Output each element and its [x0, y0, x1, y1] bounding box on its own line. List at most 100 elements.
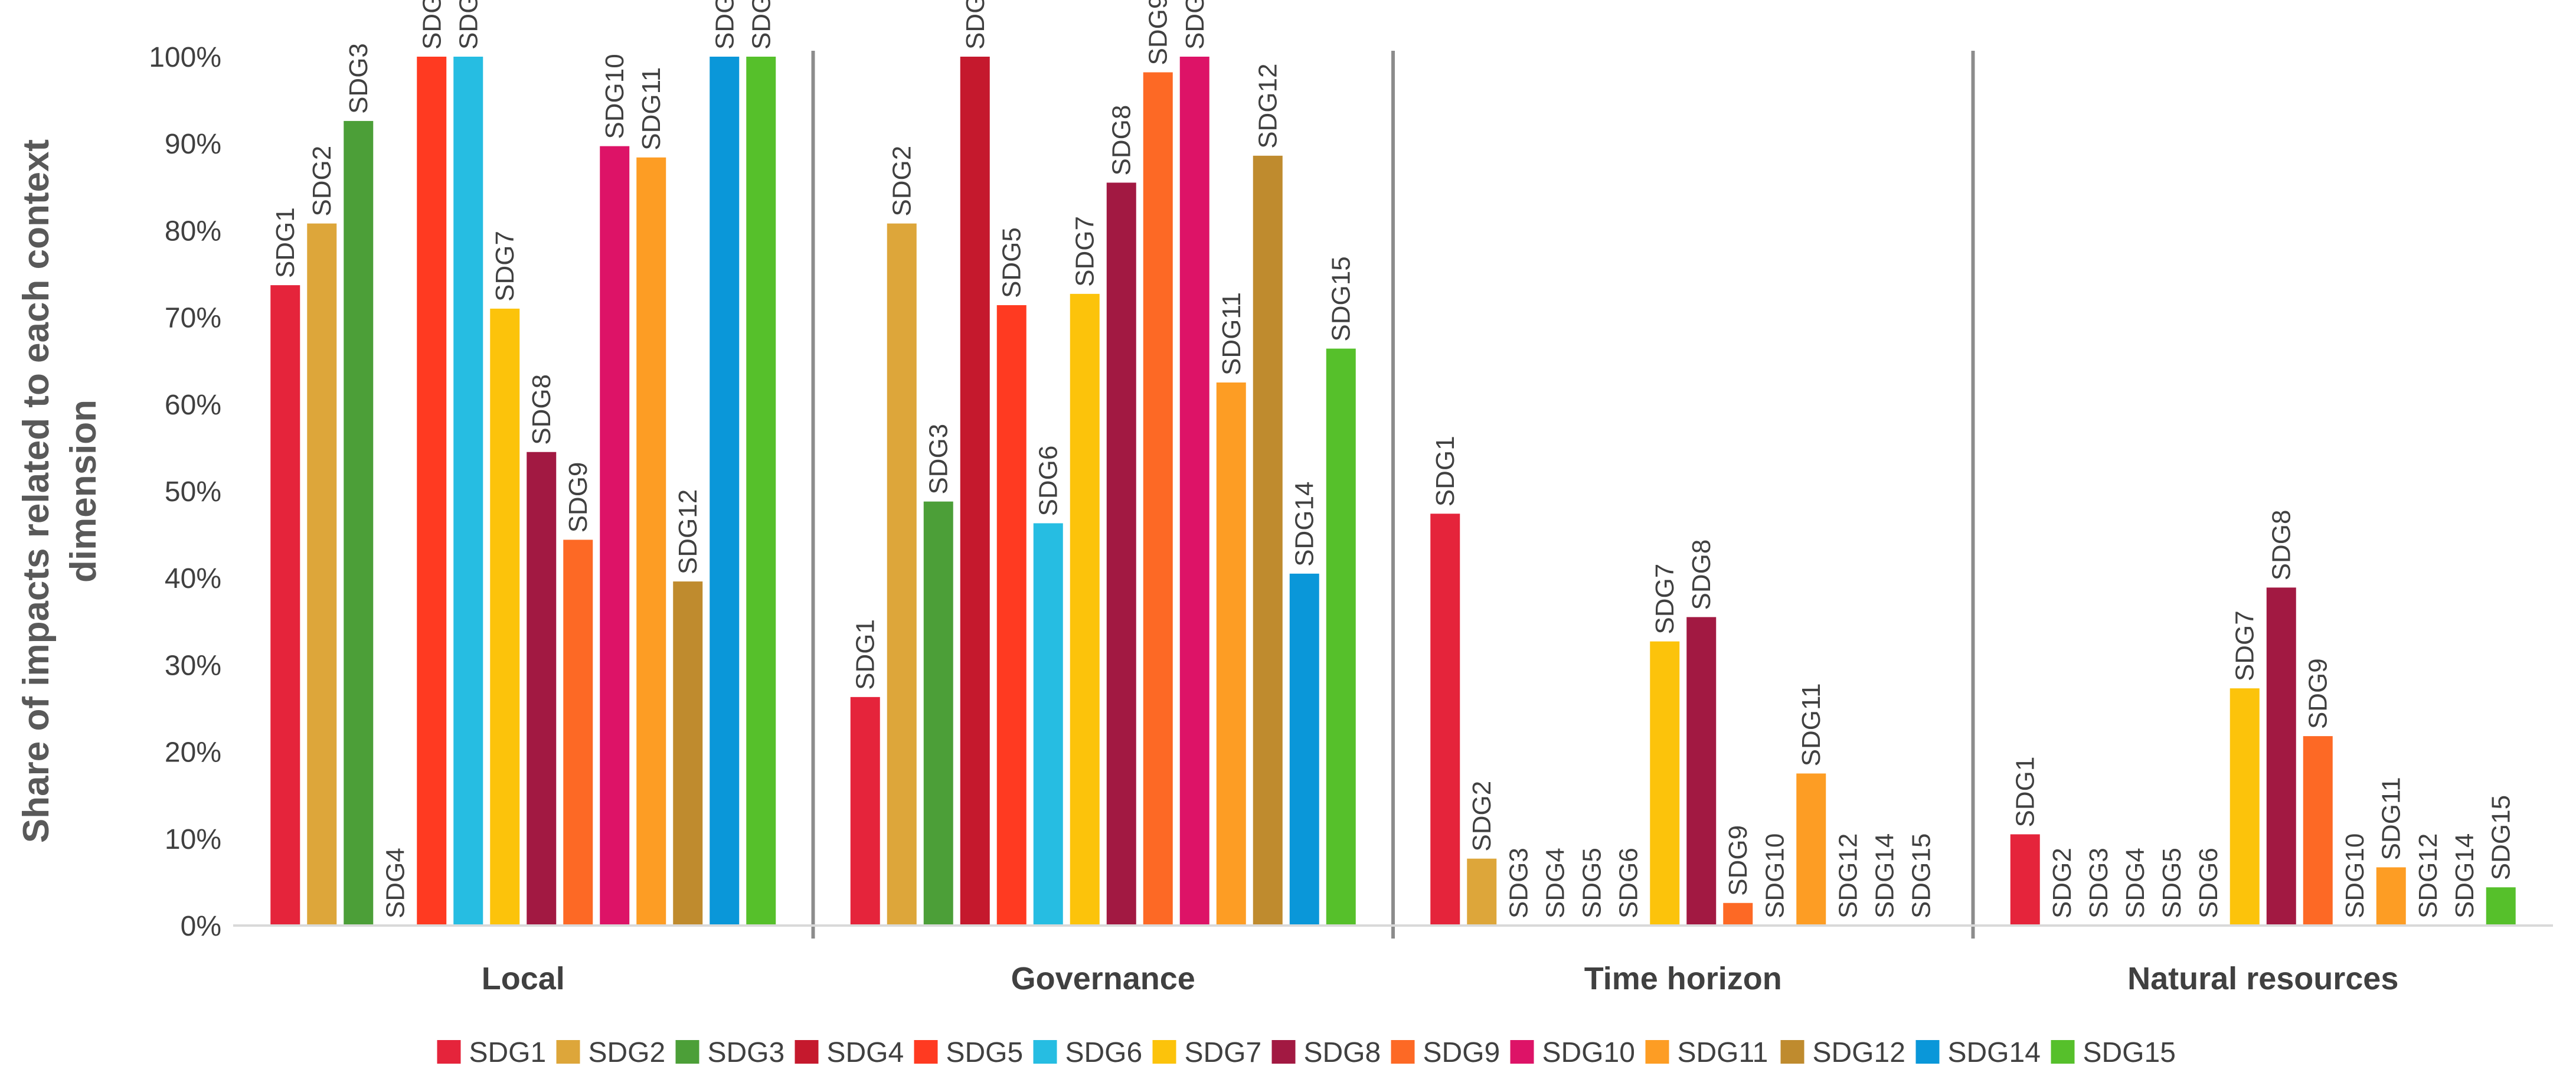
legend-item: SDG11	[1645, 1037, 1768, 1068]
legend: SDG1 SDG2 SDG3 SDG4 SDG5 SDG6 SDG7 SDG8 SDG9 SDG1…	[437, 1037, 2176, 1068]
bar	[563, 540, 593, 926]
bar-data-label: SDG6	[1614, 848, 1643, 918]
bar-data-label: SDG2	[1467, 781, 1496, 852]
y-tick-label: 30%	[165, 650, 221, 681]
y-tick-label: 100%	[149, 42, 221, 73]
legend-item: SDG12	[1780, 1037, 1905, 1068]
bar	[1033, 523, 1063, 926]
bar-data-label: SDG4	[381, 848, 410, 918]
legend-item: SDG4	[795, 1037, 904, 1068]
legend-label: SDG6	[1065, 1037, 1143, 1068]
legend-swatch	[1780, 1040, 1804, 1064]
bar-data-label: SDG11	[2377, 777, 2406, 860]
bar-data-label: SDG1	[271, 207, 300, 278]
legend-label: SDG4	[827, 1037, 904, 1068]
bar	[1326, 348, 1356, 926]
bar	[2266, 587, 2296, 926]
bar-data-label: SDG8	[1687, 540, 1716, 610]
legend-swatch	[2051, 1040, 2075, 1064]
y-tick-label: 20%	[165, 737, 221, 769]
category-label: Time horizon	[1584, 961, 1782, 996]
bar	[2303, 736, 2333, 926]
bar	[960, 57, 990, 926]
y-tick-label: 60%	[165, 390, 221, 421]
bar-data-label: SDG8	[527, 374, 556, 445]
legend-swatch	[1033, 1040, 1057, 1064]
bar-data-label: SDG10	[2340, 833, 2369, 918]
legend-item: SDG5	[914, 1037, 1024, 1068]
bar-data-label: SDG11	[1797, 683, 1826, 766]
bar	[270, 285, 300, 926]
category-separators	[811, 51, 1975, 939]
legend-label: SDG5	[946, 1037, 1024, 1068]
bars	[270, 57, 2516, 926]
bar	[2230, 688, 2260, 926]
legend-label: SDG12	[1813, 1037, 1905, 1068]
bar-data-label: SDG8	[1107, 105, 1136, 176]
legend-swatch	[914, 1040, 938, 1064]
bar	[710, 57, 740, 926]
bar-data-label: SDG7	[491, 231, 519, 302]
legend-swatch	[1271, 1040, 1296, 1064]
bar	[417, 57, 447, 926]
bar-data-label: SDG5	[2157, 848, 2186, 918]
legend-swatch	[795, 1040, 819, 1064]
bar-data-label: SDG3	[1504, 848, 1533, 918]
y-tick-label: 10%	[165, 824, 221, 855]
bar-data-label: SDG14	[1870, 833, 1899, 918]
bar-data-label: SDG15	[1327, 256, 1356, 341]
bar	[887, 223, 917, 926]
bar-data-label: SDG9	[2304, 658, 2333, 729]
bar-data-label: SDG14	[2450, 833, 2479, 918]
bar	[996, 305, 1027, 926]
bar-data-label: SDG6	[454, 0, 483, 50]
legend-swatch	[1152, 1040, 1176, 1064]
bar-data-label: SDG7	[2231, 610, 2260, 681]
legend-label: SDG3	[708, 1037, 785, 1068]
bar	[2486, 887, 2516, 926]
legend-item: SDG8	[1271, 1037, 1381, 1068]
bar-data-label: SDG5	[417, 0, 446, 50]
legend-label: SDG8	[1304, 1037, 1381, 1068]
legend-swatch	[1510, 1040, 1534, 1064]
legend-label: SDG7	[1185, 1037, 1262, 1068]
category-label: Natural resources	[2127, 961, 2398, 996]
bar	[746, 57, 776, 926]
legend-label: SDG15	[2083, 1037, 2176, 1068]
bar-data-label: SDG9	[1144, 0, 1173, 65]
legend-item: SDG6	[1033, 1037, 1143, 1068]
bar-data-label: SDG1	[1431, 436, 1460, 506]
legend-item: SDG7	[1152, 1037, 1262, 1068]
legend-swatch	[556, 1040, 580, 1064]
bar	[2376, 867, 2406, 926]
bar-data-label: SDG7	[1650, 564, 1679, 635]
bar	[673, 581, 703, 926]
bar	[1253, 155, 1283, 926]
legend-label: SDG14	[1948, 1037, 2041, 1068]
bar-data-label: SDG12	[2414, 833, 2443, 918]
bar	[527, 452, 557, 926]
bar-data-label: SDG15	[2487, 795, 2516, 880]
legend-swatch	[675, 1040, 699, 1064]
bar-data-label: SDG4	[2121, 848, 2150, 918]
bar-data-label: SDG2	[308, 146, 336, 217]
bar	[1143, 72, 1173, 926]
legend-item: SDG9	[1391, 1037, 1500, 1068]
legend-swatch	[1645, 1040, 1669, 1064]
bar	[923, 501, 953, 926]
bar-data-label: SDG5	[1577, 848, 1606, 918]
legend-swatch	[1915, 1040, 1940, 1064]
bar	[1723, 903, 1753, 926]
bar	[344, 120, 374, 926]
bar-data-label: SDG4	[1541, 848, 1570, 918]
legend-item: SDG1	[437, 1037, 546, 1068]
bar-data-label: SDG2	[888, 146, 917, 217]
bar-data-label: SDG3	[344, 43, 373, 114]
bar-data-label: SDG14	[710, 0, 739, 50]
legend-swatch	[1391, 1040, 1415, 1064]
bar	[1686, 617, 1717, 926]
bar	[1796, 773, 1826, 926]
legend-item: SDG14	[1915, 1037, 2041, 1068]
